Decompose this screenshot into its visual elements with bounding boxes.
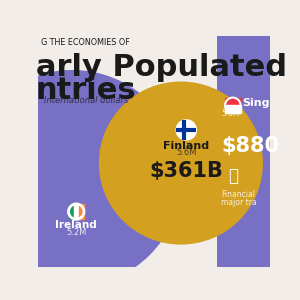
Circle shape (100, 82, 262, 244)
Circle shape (68, 204, 84, 219)
Bar (217, 36, 270, 267)
Text: 5.6M: 5.6M (176, 148, 196, 157)
Text: International dollars: International dollars (44, 96, 128, 105)
Text: ntries: ntries (36, 76, 136, 105)
Bar (68, 204, 74, 219)
Bar (74, 204, 79, 219)
Circle shape (0, 71, 181, 286)
Text: arly Populated: arly Populated (36, 53, 287, 82)
Text: Finland: Finland (163, 141, 209, 151)
Text: $361B: $361B (149, 161, 223, 181)
Text: G THE ECONOMIES OF: G THE ECONOMIES OF (40, 38, 129, 47)
Text: Financial: Financial (221, 190, 255, 199)
Bar (79, 204, 84, 219)
Text: Ireland: Ireland (56, 220, 97, 230)
Text: 5.2M: 5.2M (66, 228, 86, 237)
Text: major tra: major tra (221, 198, 257, 207)
Text: 5.8M: 5.8M (221, 109, 240, 118)
Text: Singa: Singa (242, 98, 277, 108)
Text: $880: $880 (221, 136, 279, 156)
Bar (225, 98, 241, 105)
Circle shape (225, 98, 241, 113)
Circle shape (176, 120, 196, 140)
Bar (225, 105, 241, 113)
Text: ⛴: ⛴ (228, 167, 238, 185)
